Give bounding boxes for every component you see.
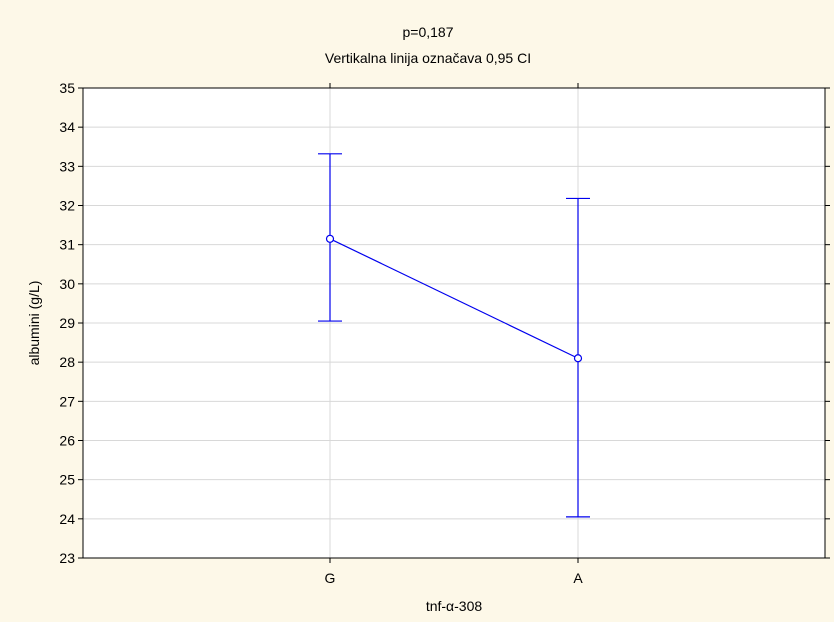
axes: 23 24 25 26 27 28 29 30 31 32 33 34 35 G A [59, 80, 830, 586]
y-tick-label: 35 [59, 80, 75, 96]
y-tick-label: 32 [59, 198, 75, 214]
grid-lines [83, 88, 825, 558]
y-axis-label: albumini (g/L) [26, 281, 42, 366]
chart-title: p=0,187 [403, 24, 454, 40]
x-tick-label: A [573, 570, 583, 586]
x-tick-label: G [325, 570, 336, 586]
y-tick-label: 26 [59, 433, 75, 449]
y-tick-label: 31 [59, 237, 75, 253]
data-point-G [325, 234, 335, 243]
y-tick-label: 24 [59, 511, 75, 527]
data-series [318, 153, 590, 518]
y-tick-label: 33 [59, 158, 75, 174]
data-point-A [573, 354, 583, 363]
chart-subtitle: Vertikalna linija označava 0,95 CI [325, 50, 531, 66]
y-tick-label: 30 [59, 276, 75, 292]
y-tick-label: 25 [59, 472, 75, 488]
y-tick-label: 34 [59, 119, 75, 135]
y-tick-label: 28 [59, 354, 75, 370]
y-tick-label: 27 [59, 393, 75, 409]
series-line [329, 238, 579, 359]
y-tick-label: 23 [59, 550, 75, 566]
x-axis-label: tnf-α-308 [426, 598, 483, 614]
y-tick-label: 29 [59, 315, 75, 331]
